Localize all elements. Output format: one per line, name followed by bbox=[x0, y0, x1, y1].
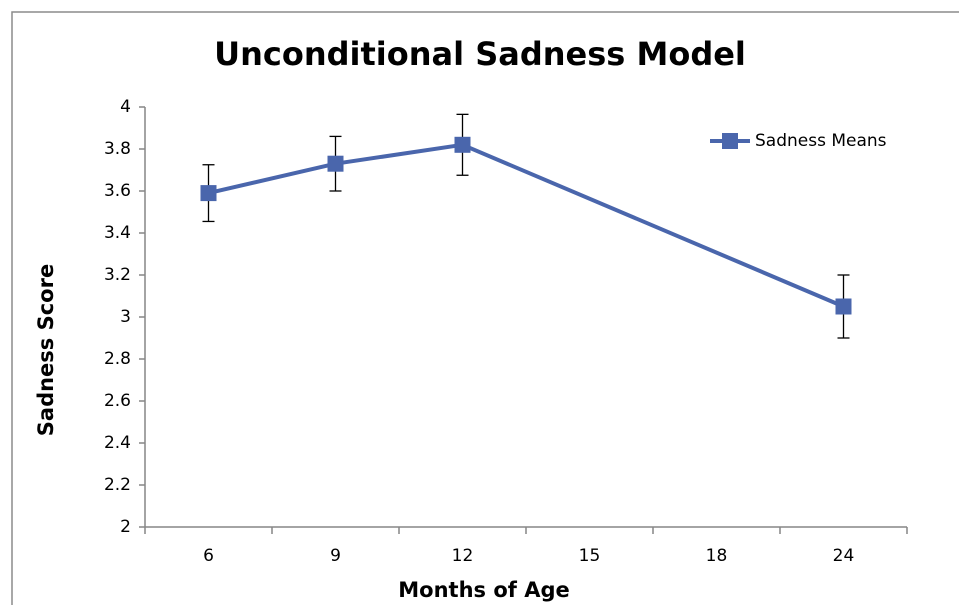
x-tick-label: 15 bbox=[579, 546, 601, 566]
x-tick-label: 12 bbox=[452, 546, 474, 566]
line-segment bbox=[333, 142, 465, 166]
chart-frame bbox=[11, 11, 959, 605]
y-tick-label: 2 bbox=[120, 517, 131, 537]
marker bbox=[454, 136, 471, 153]
x-axis-title: Months of Age bbox=[398, 578, 569, 602]
y-axis-title: Sadness Score bbox=[34, 264, 58, 436]
y-tick-label: 3.2 bbox=[104, 265, 131, 285]
y-tick-label: 3.4 bbox=[104, 223, 131, 243]
x-tick-label: 6 bbox=[203, 546, 214, 566]
y-tick-label: 2.8 bbox=[104, 349, 131, 369]
marker bbox=[327, 155, 344, 172]
legend-label: Sadness Means bbox=[755, 131, 887, 151]
y-tick-label: 2.4 bbox=[104, 433, 131, 453]
x-tick-label: 9 bbox=[330, 546, 341, 566]
y-tick-label: 4 bbox=[120, 97, 131, 117]
y-tick-label: 3 bbox=[120, 307, 131, 327]
line-segment bbox=[206, 161, 338, 196]
marker bbox=[835, 298, 852, 315]
legend-marker bbox=[722, 133, 738, 149]
chart-title: Unconditional Sadness Model bbox=[214, 35, 746, 73]
x-tick-label: 24 bbox=[833, 546, 855, 566]
x-tick-label: 18 bbox=[706, 546, 728, 566]
line-segment bbox=[460, 142, 846, 309]
y-tick-label: 2.2 bbox=[104, 475, 131, 495]
y-tick-label: 3.8 bbox=[104, 139, 131, 159]
y-tick-label: 2.6 bbox=[104, 391, 131, 411]
marker bbox=[200, 185, 217, 202]
y-tick-label: 3.6 bbox=[104, 181, 131, 201]
